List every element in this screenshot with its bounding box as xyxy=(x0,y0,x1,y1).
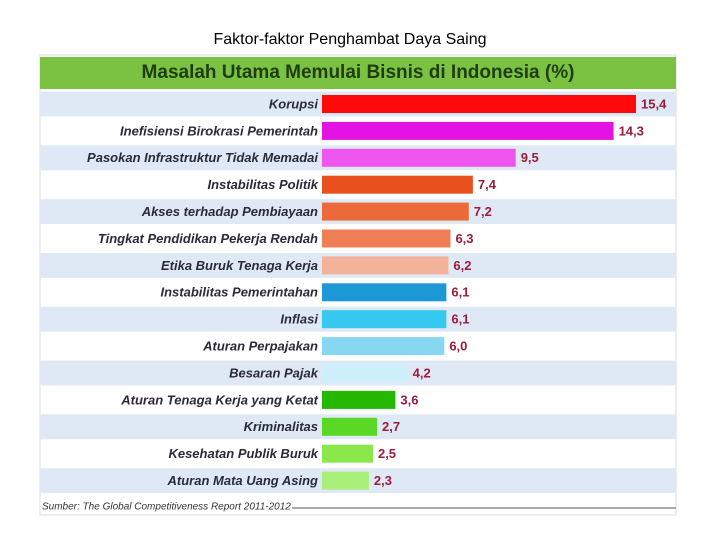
category-label: Aturan Perpajakan xyxy=(202,339,318,354)
category-label: Instabilitas Pemerintahan xyxy=(161,285,319,300)
chart-title: Masalah Utama Memulai Bisnis di Indonesi… xyxy=(142,62,575,83)
value-label: 9,5 xyxy=(521,150,539,165)
value-label: 6,1 xyxy=(451,285,469,300)
category-label: Pasokan Infrastruktur Tidak Memadai xyxy=(87,150,318,165)
source: Sumber: The Global Competitiveness Repor… xyxy=(42,502,291,513)
value-label: 2,7 xyxy=(382,419,400,434)
bar xyxy=(322,337,445,356)
bar xyxy=(322,256,449,275)
category-label: Kesehatan Publik Buruk xyxy=(168,446,318,461)
category-label: Inefisiensi Birokrasi Pemerintah xyxy=(120,123,318,138)
bar xyxy=(322,229,451,248)
category-label: Instabilitas Politik xyxy=(207,177,318,192)
bar xyxy=(322,95,636,113)
bar xyxy=(322,175,473,194)
value-label: 15,4 xyxy=(641,96,667,111)
category-label: Kriminalitas xyxy=(244,419,318,434)
category-label: Besaran Pajak xyxy=(229,365,319,380)
category-label: Korupsi xyxy=(269,96,319,111)
category-label: Inflasi xyxy=(280,312,318,327)
bar xyxy=(322,121,614,140)
value-label: 6,0 xyxy=(449,339,467,354)
value-label: 2,5 xyxy=(378,446,396,461)
category-label: Akses terhadap Pembiayaan xyxy=(141,204,318,219)
category-label: Aturan Tenaga Kerja yang Ketat xyxy=(120,392,318,407)
value-label: 3,6 xyxy=(400,392,418,407)
category-label: Aturan Mata Uang Asing xyxy=(167,473,319,488)
bar xyxy=(322,202,469,221)
page-heading: Faktor-faktor Penghambat Daya Saing xyxy=(213,31,486,48)
bar xyxy=(322,310,447,329)
value-label: 6,3 xyxy=(455,231,473,246)
category-label: Etika Buruk Tenaga Kerja xyxy=(161,258,318,273)
bar xyxy=(322,364,408,382)
bar xyxy=(322,390,396,409)
value-label: 6,1 xyxy=(451,312,469,327)
value-label: 2,3 xyxy=(374,473,392,488)
value-label: 6,2 xyxy=(453,258,471,273)
value-label: 7,4 xyxy=(478,177,497,192)
bar xyxy=(322,417,378,436)
category-label: Tingkat Pendidikan Pekerja Rendah xyxy=(98,231,318,246)
bar xyxy=(322,148,516,167)
title-banner xyxy=(40,57,676,89)
bar xyxy=(322,444,373,463)
bar xyxy=(322,471,369,490)
value-label: 4,2 xyxy=(413,365,431,380)
value-label: 7,2 xyxy=(474,204,492,219)
bar xyxy=(322,283,447,302)
value-label: 14,3 xyxy=(619,123,644,138)
